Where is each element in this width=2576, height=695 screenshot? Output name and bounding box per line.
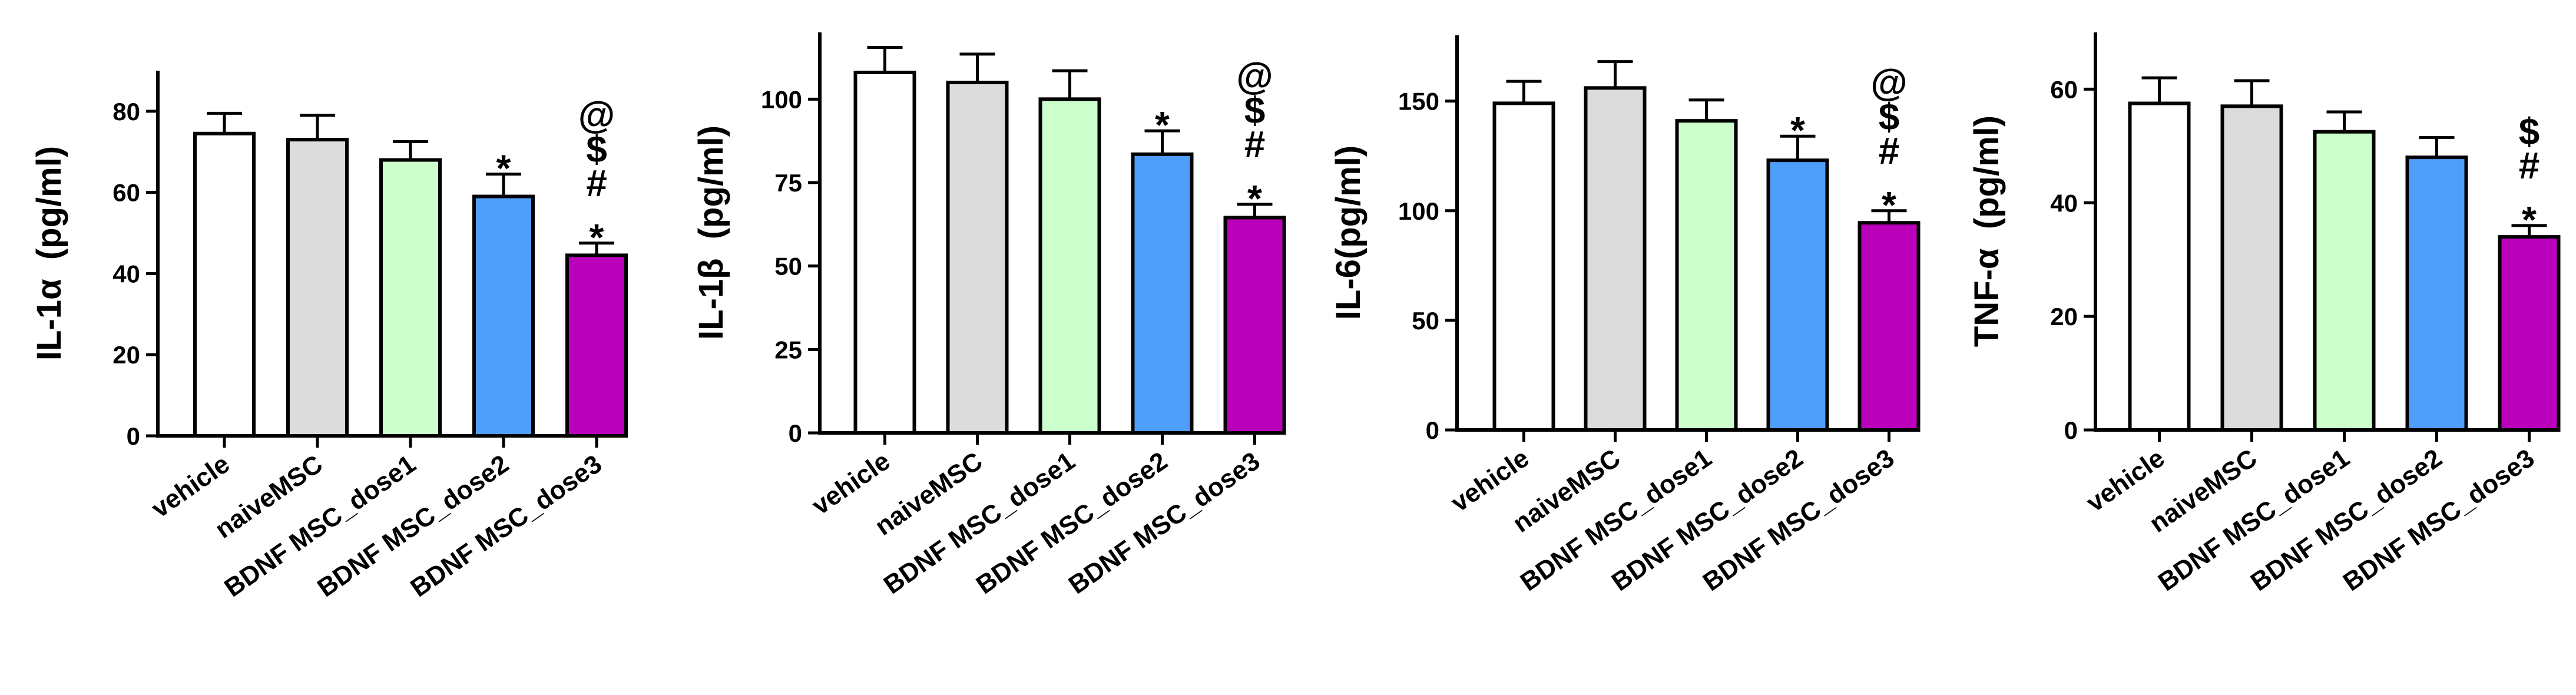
bar <box>946 81 1009 435</box>
significance-marker: * <box>1882 184 1896 226</box>
y-tick-label: 20 <box>2050 303 2078 330</box>
bar <box>379 158 442 438</box>
y-tick-label: 150 <box>1398 88 1439 115</box>
bar <box>1131 152 1194 435</box>
significance-marker: * <box>590 216 604 259</box>
y-axis-title: IL-1α (pg/ml) <box>30 146 68 360</box>
il6-chart-panel: 050100150IL-6(pg/ml)vehiclenaiveMSCBDNF … <box>1329 35 1921 597</box>
bar <box>1492 101 1555 432</box>
significance-marker: * <box>2522 198 2537 241</box>
y-tick-label: 75 <box>774 169 802 197</box>
bar <box>286 138 349 438</box>
bar <box>1766 158 1829 432</box>
significance-marker: * <box>1155 104 1170 146</box>
y-axis-title: IL-1β (pg/ml) <box>692 125 730 340</box>
significance-marker: * <box>496 147 511 190</box>
y-tick-label: 0 <box>2064 416 2078 444</box>
y-tick-label: 60 <box>2050 75 2078 103</box>
significance-marker: # <box>1879 130 1900 172</box>
significance-marker: @ <box>1870 61 1907 104</box>
bar <box>472 194 535 438</box>
bar <box>2498 235 2561 432</box>
bar <box>1857 221 1921 432</box>
y-tick-label: 25 <box>774 336 802 363</box>
y-tick-label: 50 <box>774 253 802 280</box>
y-tick-label: 60 <box>112 179 140 207</box>
significance-marker: $ <box>1879 95 1900 138</box>
y-tick-label: 0 <box>127 422 140 450</box>
y-tick-label: 100 <box>1398 197 1439 225</box>
bar <box>2220 104 2283 432</box>
y-tick-label: 20 <box>112 341 140 369</box>
y-axis-title: IL-6(pg/ml) <box>1329 145 1368 320</box>
significance-marker: * <box>1790 109 1805 151</box>
bar <box>2313 130 2376 432</box>
bar <box>565 253 628 438</box>
y-tick-label: 40 <box>2050 189 2078 217</box>
bar <box>193 131 256 438</box>
y-tick-label: 100 <box>761 85 802 113</box>
bar <box>853 71 916 435</box>
y-tick-label: 50 <box>1412 307 1439 335</box>
significance-marker: # <box>586 162 607 204</box>
y-tick-label: 80 <box>112 98 140 125</box>
y-tick-label: 0 <box>1426 416 1439 444</box>
significance-marker: # <box>1244 123 1266 166</box>
bar <box>1584 86 1647 432</box>
y-axis-title: TNF-α (pg/ml) <box>1968 115 2006 347</box>
significance-marker: $ <box>2519 110 2540 153</box>
significance-marker: * <box>1247 177 1262 220</box>
y-tick-label: 40 <box>112 260 140 287</box>
significance-marker: @ <box>1236 55 1273 97</box>
significance-marker: $ <box>1244 89 1266 131</box>
significance-marker: # <box>2519 144 2540 187</box>
bar <box>1223 216 1286 435</box>
bar <box>2405 155 2468 432</box>
bar <box>2128 101 2191 432</box>
significance-marker: @ <box>578 94 615 136</box>
y-tick-label: 0 <box>789 419 802 447</box>
significance-marker: $ <box>586 128 607 170</box>
bar <box>1038 97 1101 435</box>
bar <box>1675 119 1738 432</box>
